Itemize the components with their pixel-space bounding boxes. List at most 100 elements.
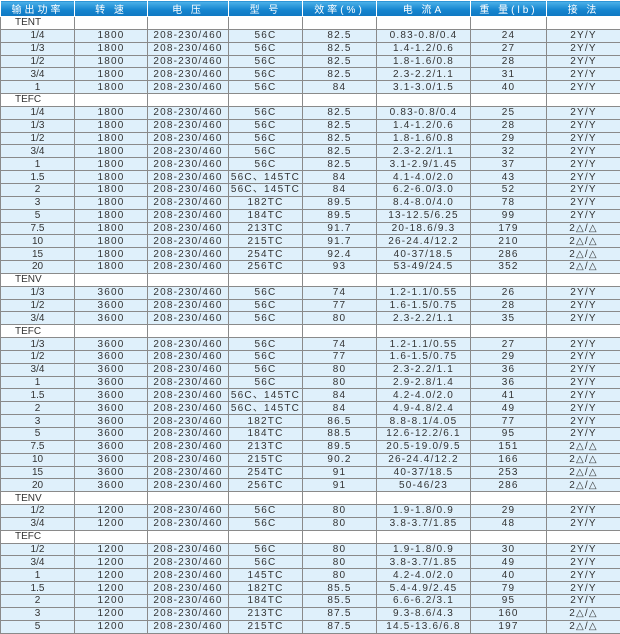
cell-connection: 2Y/Y — [547, 402, 620, 415]
cell-voltage: 208-230/460 — [148, 440, 229, 453]
empty-cell — [377, 492, 471, 505]
cell-connection: 2Y/Y — [547, 183, 620, 196]
cell-frame: 56C — [229, 505, 303, 518]
cell-connection: 2Y/Y — [547, 415, 620, 428]
empty-cell — [229, 325, 303, 338]
cell-speed: 3600 — [75, 415, 148, 428]
cell-weight: 28 — [471, 119, 547, 132]
empty-cell — [471, 325, 547, 338]
cell-speed: 3600 — [75, 453, 148, 466]
cell-connection: 2△/△ — [547, 248, 620, 261]
cell-output-power: 7.5 — [1, 222, 75, 235]
cell-output-power: 3/4 — [1, 145, 75, 158]
cell-connection: 2Y/Y — [547, 389, 620, 402]
cell-current: 12.6-12.2/6.1 — [377, 428, 471, 441]
cell-output-power: 3/4 — [1, 312, 75, 325]
section-label: TEFC — [1, 325, 75, 338]
cell-weight: 28 — [471, 299, 547, 312]
header-speed: 转 速 — [75, 1, 148, 17]
cell-output-power: 1.5 — [1, 582, 75, 595]
cell-current: 2.9-2.8/1.4 — [377, 376, 471, 389]
cell-voltage: 208-230/460 — [148, 42, 229, 55]
empty-cell — [75, 492, 148, 505]
cell-voltage: 208-230/460 — [148, 196, 229, 209]
cell-frame: 56C — [229, 376, 303, 389]
cell-weight: 29 — [471, 505, 547, 518]
cell-current: 6.6-6.2/3.1 — [377, 594, 471, 607]
cell-speed: 1200 — [75, 543, 148, 556]
section-label: TENV — [1, 492, 75, 505]
cell-weight: 25 — [471, 106, 547, 119]
cell-frame: 215TC — [229, 453, 303, 466]
empty-cell — [303, 325, 377, 338]
cell-output-power: 3/4 — [1, 556, 75, 569]
cell-output-power: 2 — [1, 594, 75, 607]
empty-cell — [229, 94, 303, 107]
cell-frame: 56C、145TC — [229, 402, 303, 415]
cell-output-power: 1 — [1, 376, 75, 389]
empty-cell — [547, 530, 620, 543]
cell-output-power: 1/3 — [1, 119, 75, 132]
cell-efficiency: 82.5 — [303, 55, 377, 68]
cell-connection: 2Y/Y — [547, 569, 620, 582]
empty-cell — [148, 492, 229, 505]
cell-current: 13-12.5/6.25 — [377, 209, 471, 222]
cell-weight: 166 — [471, 453, 547, 466]
cell-output-power: 1.5 — [1, 171, 75, 184]
cell-weight: 40 — [471, 81, 547, 94]
cell-frame: 56C — [229, 350, 303, 363]
cell-speed: 1800 — [75, 209, 148, 222]
header-output-power: 输出功率 — [1, 1, 75, 17]
empty-cell — [377, 273, 471, 286]
cell-voltage: 208-230/460 — [148, 29, 229, 42]
cell-voltage: 208-230/460 — [148, 376, 229, 389]
cell-speed: 3600 — [75, 350, 148, 363]
empty-cell — [148, 94, 229, 107]
cell-current: 1.4-1.2/0.6 — [377, 119, 471, 132]
cell-current: 40-37/18.5 — [377, 248, 471, 261]
cell-efficiency: 74 — [303, 286, 377, 299]
cell-frame: 215TC — [229, 235, 303, 248]
cell-output-power: 1 — [1, 569, 75, 582]
cell-weight: 36 — [471, 363, 547, 376]
cell-frame: 56C — [229, 42, 303, 55]
cell-current: 8.4-8.0/4.0 — [377, 196, 471, 209]
cell-output-power: 1.5 — [1, 389, 75, 402]
section-row: TENV — [1, 273, 620, 286]
cell-output-power: 3/4 — [1, 68, 75, 81]
cell-connection: 2Y/Y — [547, 209, 620, 222]
cell-frame: 256TC — [229, 261, 303, 274]
cell-efficiency: 89.5 — [303, 440, 377, 453]
cell-weight: 99 — [471, 209, 547, 222]
cell-current: 0.83-0.8/0.4 — [377, 106, 471, 119]
cell-efficiency: 82.5 — [303, 68, 377, 81]
cell-current: 1.9-1.8/0.9 — [377, 505, 471, 518]
cell-speed: 1800 — [75, 235, 148, 248]
cell-speed: 3600 — [75, 402, 148, 415]
cell-frame: 56C — [229, 29, 303, 42]
cell-weight: 179 — [471, 222, 547, 235]
cell-weight: 43 — [471, 171, 547, 184]
empty-cell — [75, 17, 148, 30]
cell-voltage: 208-230/460 — [148, 556, 229, 569]
header-connection: 接 法 — [547, 1, 620, 17]
cell-output-power: 3 — [1, 607, 75, 620]
empty-cell — [148, 530, 229, 543]
cell-connection: 2△/△ — [547, 620, 620, 633]
cell-weight: 79 — [471, 582, 547, 595]
cell-voltage: 208-230/460 — [148, 415, 229, 428]
